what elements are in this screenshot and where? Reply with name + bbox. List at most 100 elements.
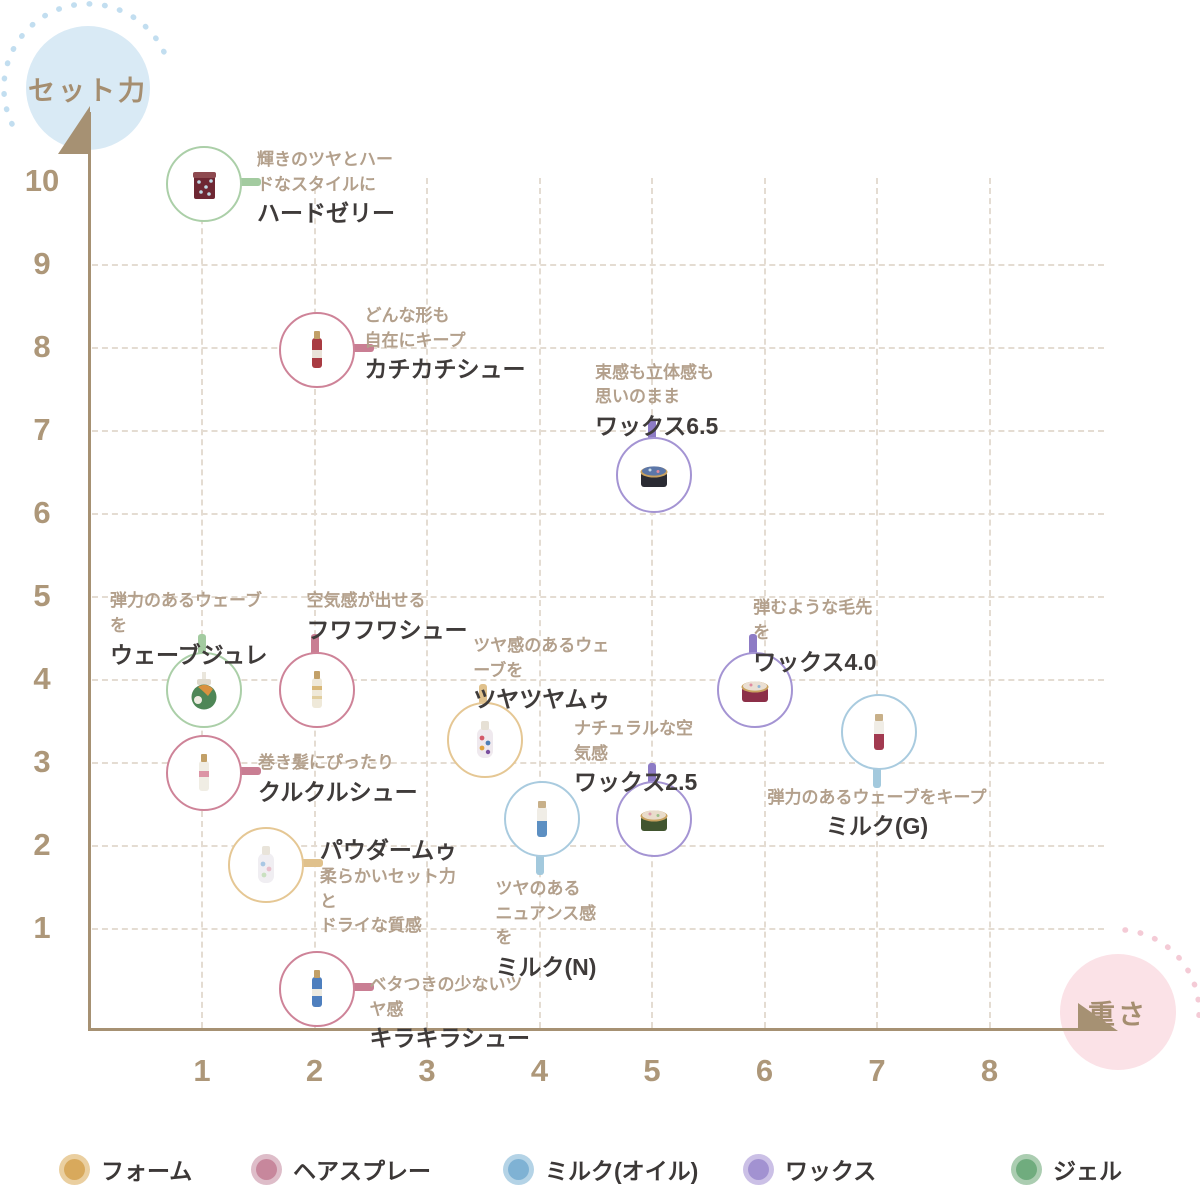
- product-name: ウェーブジュレ: [110, 641, 268, 668]
- gridline-v-8: [988, 178, 991, 1028]
- legend-item-gel: ジェル: [1016, 1152, 1122, 1186]
- x-axis-line: [88, 1028, 1085, 1031]
- gridline-v-5: [651, 178, 653, 1028]
- wax-tin-product-icon: [640, 810, 668, 831]
- gridline-v-2: [313, 178, 316, 1028]
- label-connector: [479, 684, 488, 709]
- gridline-h-1: [92, 928, 1104, 930]
- x-tick-label-5: 5: [643, 1053, 661, 1088]
- gridline-h-7: [92, 430, 1104, 432]
- legend-item-milk-oil: ミルク(オイル): [508, 1152, 698, 1186]
- y-tick-label-4: 4: [33, 661, 51, 696]
- product-desc: 弾力のあるウェーブをキープ: [767, 787, 987, 807]
- legend-label: ミルク(オイル): [545, 1158, 699, 1184]
- product-name: ツヤツヤムゥ: [473, 686, 611, 713]
- jar-product-icon: [193, 172, 216, 199]
- gridline-h-8: [92, 347, 1104, 349]
- gridline-v-7: [876, 178, 878, 1028]
- label-connector: [234, 767, 261, 776]
- x-tick-label-1: 1: [193, 1053, 211, 1088]
- y-tick-label-1: 1: [33, 910, 51, 945]
- gridline-h-6: [92, 513, 1104, 515]
- product-name: ワックス2.5: [574, 769, 698, 796]
- spray-product-icon: [199, 754, 209, 792]
- product-marker-circle: [503, 780, 580, 857]
- gridline-v-6: [763, 178, 766, 1028]
- product-desc: ツヤのある ニュアンス感を: [495, 878, 597, 948]
- foam-bottle-product-icon: [257, 845, 274, 883]
- legend-item-wax: ワックス: [748, 1152, 876, 1186]
- label-connector: [295, 858, 323, 867]
- label-connector: [749, 634, 758, 659]
- legend-label: ワックス: [785, 1158, 877, 1184]
- x-axis-label-bubble: 重さ: [1060, 954, 1176, 1070]
- y-tick-label-7: 7: [33, 412, 51, 447]
- wax-tin-product-icon: [741, 681, 769, 703]
- spray-product-icon: [311, 331, 322, 368]
- x-tick-label-8: 8: [980, 1053, 999, 1088]
- product-desc: どんな形も 自在にキープ: [364, 306, 466, 350]
- pump-bottle-product-icon: [191, 672, 217, 710]
- gridline-h-9: [92, 264, 1104, 266]
- legend-dot-foam: [64, 1158, 85, 1180]
- product-marker-circle: [166, 735, 242, 812]
- product-desc: 束感も立体感も 思いのまま: [595, 362, 714, 407]
- gridline-h-5: [92, 596, 1104, 598]
- product-marker-circle: [616, 780, 692, 857]
- product-marker-circle: [278, 951, 355, 1028]
- product-desc: 弾力のあるウェーブを: [110, 591, 262, 635]
- product-name: ワックス6.5: [595, 412, 719, 439]
- gridline-h-4: [92, 679, 1104, 681]
- label-connector: [873, 763, 881, 788]
- y-tick-label-10: 10: [24, 163, 60, 198]
- legend-item-foam: フォーム: [64, 1152, 192, 1186]
- label-connector: [648, 418, 656, 443]
- x-tick-label-7: 7: [868, 1053, 886, 1088]
- legend-label: フォーム: [101, 1158, 193, 1184]
- product-name: ミルク(N): [495, 953, 597, 980]
- y-tick-label-2: 2: [33, 827, 51, 862]
- product-desc: 弾むような毛先を: [753, 598, 873, 642]
- label-connector: [198, 634, 206, 659]
- y-tick-label-9: 9: [33, 246, 51, 281]
- product-name: フワフワシュー: [306, 616, 468, 643]
- gridline-v-1: [201, 178, 203, 1028]
- x-tick-label-2: 2: [305, 1053, 324, 1088]
- label-connector: [346, 983, 374, 992]
- product-marker-circle: [166, 146, 242, 222]
- spray-product-icon: [311, 671, 322, 709]
- legend-dot-hairspray: [256, 1158, 277, 1180]
- spray-product-icon: [311, 970, 322, 1008]
- legend-dot-milk-oil: [508, 1158, 529, 1180]
- product-desc: ベタつきの少ないツヤ感: [369, 975, 523, 1019]
- y-tick-label-8: 8: [33, 329, 51, 364]
- label-connector: [234, 178, 261, 186]
- product-marker-circle: [717, 652, 794, 729]
- legend-label: ジェル: [1053, 1158, 1122, 1184]
- product-marker-circle: [166, 652, 242, 729]
- product-marker-circle: [447, 702, 524, 779]
- legend-dot-gel: [1016, 1158, 1037, 1180]
- product-name: ワックス4.0: [753, 648, 877, 675]
- y-axis-label: セット力: [28, 75, 148, 106]
- product-desc: 巻き髪にぴったり: [258, 753, 394, 773]
- y-tick-label-6: 6: [33, 495, 51, 530]
- label-connector: [310, 634, 319, 659]
- product-name: クルクルシュー: [258, 778, 418, 805]
- product-name: ミルク(G): [825, 813, 929, 840]
- x-tick-label-6: 6: [755, 1053, 774, 1088]
- foam-bottle-product-icon: [477, 721, 494, 759]
- product-marker-circle: [278, 652, 355, 729]
- label-connector: [346, 344, 374, 352]
- product-marker-circle: [278, 312, 355, 388]
- product-desc: ナチュラルな空気感: [574, 718, 693, 763]
- product-marker-circle: [616, 436, 692, 513]
- legend-dot-wax: [748, 1158, 769, 1180]
- label-connector: [535, 850, 544, 875]
- x-tick-label-3: 3: [418, 1053, 436, 1088]
- product-desc: 輝きのツヤとハードなスタイルに: [257, 150, 393, 194]
- product-name: ハードゼリー: [257, 200, 395, 227]
- legend-label: ヘアスプレー: [293, 1158, 431, 1184]
- product-marker-circle: [227, 826, 304, 903]
